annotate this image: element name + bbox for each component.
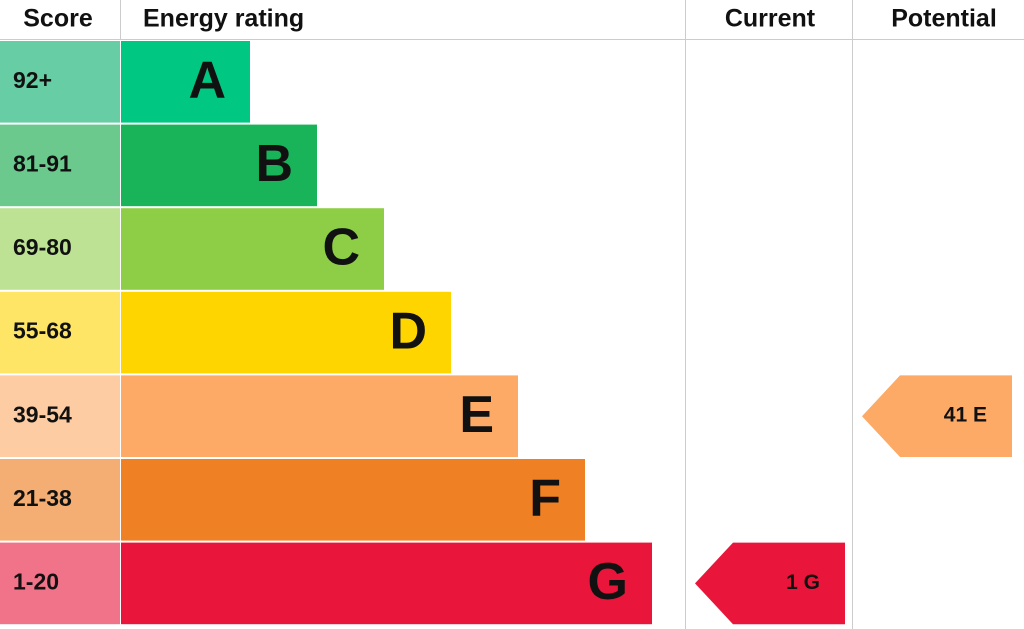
potential-label: 41 E (944, 404, 987, 427)
rating-bar (121, 41, 250, 123)
score-cell (0, 41, 120, 123)
potential-arrow (862, 375, 1012, 457)
score-cell (0, 124, 120, 207)
band-letter: A (188, 52, 226, 110)
band-letter: E (459, 386, 494, 444)
rating-header: Energy rating (143, 5, 304, 33)
band-letter: C (322, 219, 360, 277)
potential-header: Potential (891, 5, 997, 33)
score-cell (0, 542, 120, 625)
band-letter: F (529, 470, 561, 528)
rating-bar (121, 542, 652, 625)
score-label: 92+ (13, 67, 52, 93)
score-label: 69-80 (13, 234, 72, 260)
band-letter: B (255, 135, 293, 193)
current-label: 1 G (786, 571, 820, 594)
score-cell (0, 291, 120, 374)
rating-bar (121, 459, 585, 541)
score-label: 1-20 (13, 568, 59, 594)
current-header: Current (725, 5, 816, 33)
current-arrow (695, 542, 845, 625)
score-label: 55-68 (13, 318, 72, 344)
band-letter: G (588, 553, 628, 611)
score-header: Score (23, 5, 93, 33)
rating-bar (121, 291, 451, 374)
rating-bar (121, 375, 518, 457)
score-cell (0, 459, 120, 541)
score-label: 39-54 (13, 401, 72, 427)
rating-bar (121, 124, 317, 207)
score-cell (0, 208, 120, 290)
band-letter: D (389, 302, 427, 360)
score-label: 21-38 (13, 485, 72, 511)
rating-bar (121, 208, 384, 290)
score-label: 81-91 (13, 150, 72, 176)
score-cell (0, 375, 120, 457)
